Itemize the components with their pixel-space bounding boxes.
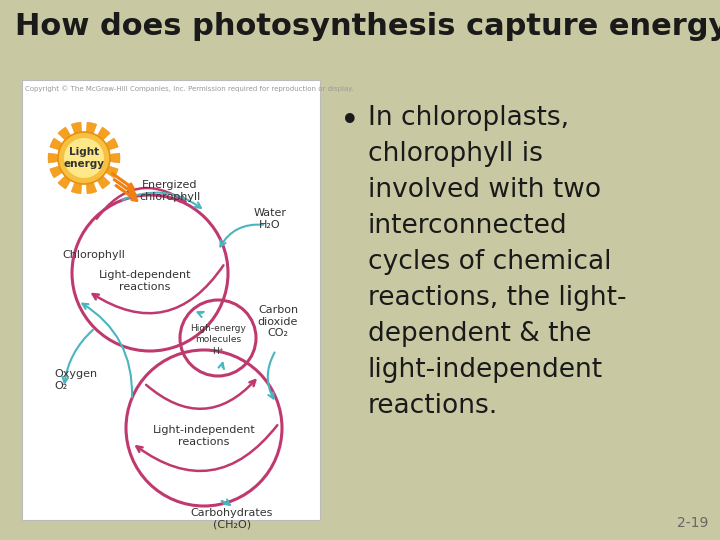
Text: reactions.: reactions.: [368, 393, 498, 419]
Text: Light
energy: Light energy: [63, 147, 104, 169]
Text: light-independent: light-independent: [368, 357, 603, 383]
Wedge shape: [58, 158, 84, 189]
Text: Light-independent
reactions: Light-independent reactions: [153, 425, 256, 447]
Text: Light-dependent
reactions: Light-dependent reactions: [99, 270, 192, 292]
Wedge shape: [48, 153, 84, 163]
Wedge shape: [71, 122, 84, 158]
Text: How does photosynthesis capture energy?: How does photosynthesis capture energy?: [15, 12, 720, 41]
Text: Chlorophyll: Chlorophyll: [62, 250, 125, 260]
Text: chlorophyll is: chlorophyll is: [368, 141, 543, 167]
Text: 2-19: 2-19: [677, 516, 708, 530]
Wedge shape: [50, 138, 84, 158]
Bar: [22, 80, 320, 520]
Wedge shape: [84, 127, 110, 158]
Text: interconnected: interconnected: [368, 213, 567, 239]
Circle shape: [58, 132, 110, 184]
Text: reactions, the light-: reactions, the light-: [368, 285, 626, 311]
Text: Copyright © The McGraw-Hill Companies, Inc. Permission required for reproduction: Copyright © The McGraw-Hill Companies, I…: [25, 85, 354, 92]
Text: H⁺: H⁺: [212, 347, 224, 355]
Text: High-energy
molecules: High-energy molecules: [190, 325, 246, 343]
Text: In chloroplasts,: In chloroplasts,: [368, 105, 569, 131]
Text: Carbon
dioxide
CO₂: Carbon dioxide CO₂: [258, 305, 298, 338]
Text: Carbohydrates
(CH₂O): Carbohydrates (CH₂O): [191, 508, 273, 530]
Wedge shape: [84, 153, 120, 163]
Wedge shape: [84, 138, 118, 158]
Text: Energized
chlorophyll: Energized chlorophyll: [140, 180, 201, 201]
Circle shape: [64, 138, 104, 178]
Text: •: •: [340, 105, 359, 138]
Wedge shape: [71, 158, 84, 194]
Text: cycles of chemical: cycles of chemical: [368, 249, 611, 275]
Wedge shape: [84, 122, 96, 158]
Text: dependent & the: dependent & the: [368, 321, 592, 347]
Text: Water
H₂O: Water H₂O: [253, 208, 287, 230]
Wedge shape: [50, 158, 84, 178]
Wedge shape: [84, 158, 110, 189]
Text: Oxygen
O₂: Oxygen O₂: [54, 369, 97, 391]
Wedge shape: [84, 158, 96, 194]
Wedge shape: [58, 127, 84, 158]
Wedge shape: [84, 158, 118, 178]
Text: involved with two: involved with two: [368, 177, 601, 203]
